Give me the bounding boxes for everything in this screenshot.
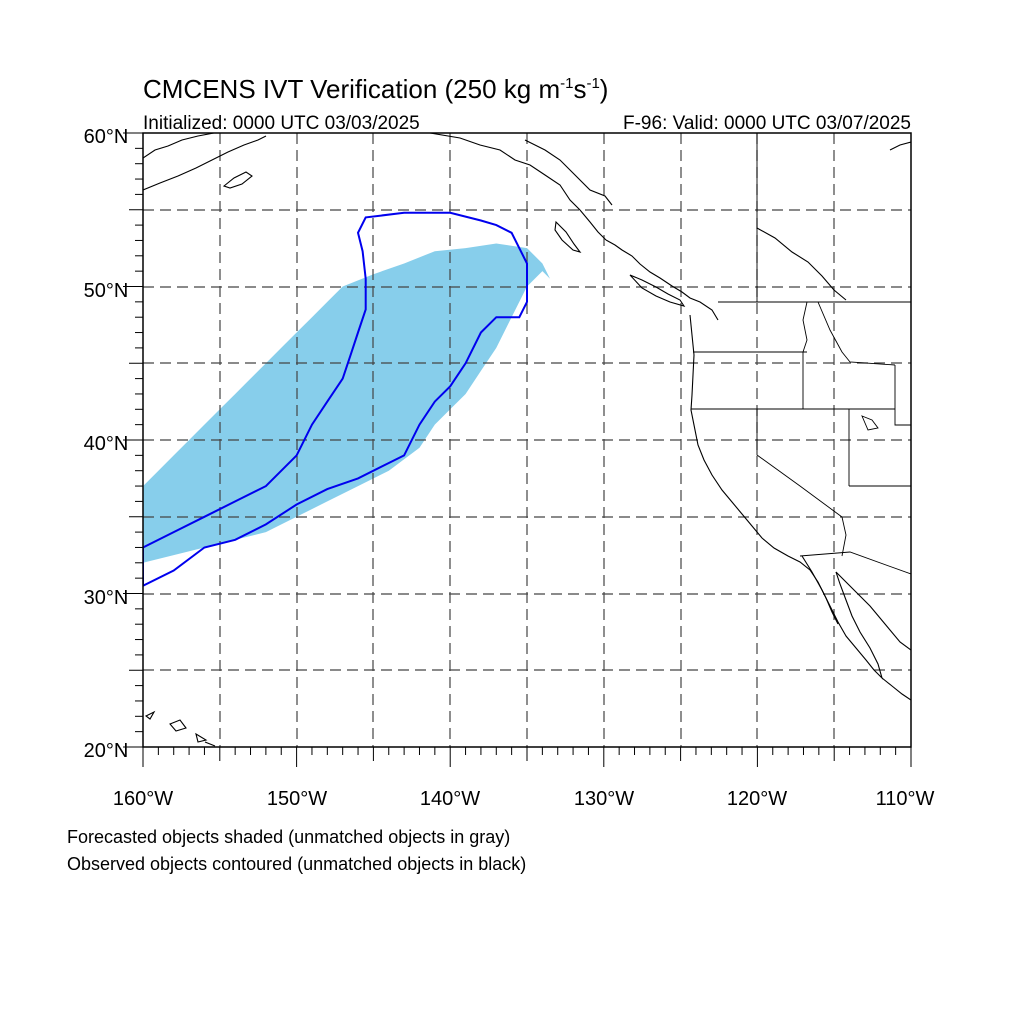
lon-label-140w: 140°W (420, 788, 480, 810)
legend-observed-note: Observed objects contoured (unmatched ob… (67, 854, 526, 874)
lat-label-30n: 30°N (84, 587, 129, 609)
lat-label-60n: 60°N (84, 126, 129, 148)
lon-label-160w: 160°W (113, 788, 173, 810)
coastlines (143, 133, 911, 747)
init-time-label: Initialized: 0000 UTC 03/03/2025 (143, 113, 420, 134)
alaska-panhandle (524, 139, 613, 206)
kodiak-island (222, 171, 253, 189)
alaska-coast-west (143, 135, 267, 191)
alaska-peninsula-coast (143, 133, 215, 159)
hawaii-1 (144, 710, 156, 720)
plot-title: CMCENS IVT Verification (250 kg m-1s-1) (143, 74, 608, 104)
vancouver-island (629, 274, 686, 307)
canada-coast-ne (889, 141, 911, 151)
hawaii-3 (195, 732, 208, 743)
political-borders (691, 133, 911, 575)
us-west-coast (689, 314, 839, 625)
forecast-object-shaded (143, 243, 550, 563)
valid-time-label: F-96: Valid: 0000 UTC 03/07/2025 (623, 113, 911, 134)
hawaii-4 (204, 741, 216, 747)
hudson-bay-edge (756, 227, 847, 301)
hawaii-2 (169, 719, 187, 732)
gridlines (143, 133, 911, 747)
lon-label-110w: 110°W (876, 788, 935, 810)
alaska-gulf-coast (429, 133, 607, 241)
lat-label-50n: 50°N (84, 280, 129, 302)
observed-object-contour (143, 211, 528, 587)
bc-coast (605, 239, 719, 321)
lon-label-120w: 120°W (727, 788, 787, 810)
baja-peninsula (801, 555, 884, 680)
mexico-mainland-coast (835, 571, 911, 651)
haida-gwaii (554, 220, 582, 253)
lon-label-130w: 130°W (574, 788, 634, 810)
lat-label-20n: 20°N (84, 740, 129, 762)
lat-label-40n: 40°N (84, 433, 129, 455)
axis-ticks (123, 132, 912, 767)
lon-label-150w: 150°W (267, 788, 327, 810)
legend-forecast-note: Forecasted objects shaded (unmatched obj… (67, 827, 510, 847)
mexico-lower-coast (881, 677, 911, 701)
